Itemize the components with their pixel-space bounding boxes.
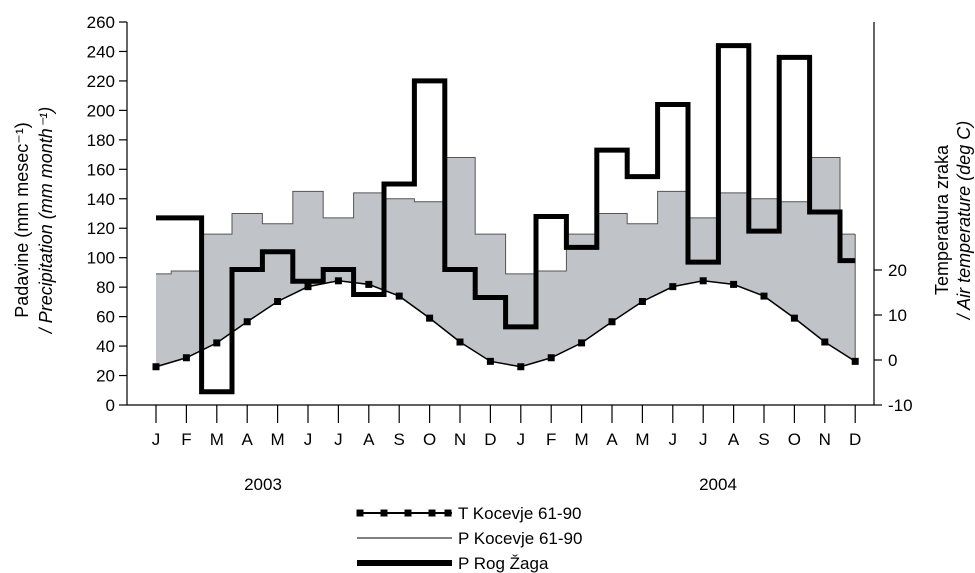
x-tick-label: D: [484, 430, 496, 449]
series-t-kocevje-point: [182, 354, 190, 362]
series-t-kocevje-point: [334, 277, 342, 285]
x-tick-label: O: [788, 430, 801, 449]
series-t-kocevje-point: [152, 363, 160, 371]
series-t-kocevje-point: [213, 339, 221, 347]
legend-marker-point: [444, 509, 452, 517]
x-tick-label: S: [394, 430, 405, 449]
x-tick-label: J: [669, 430, 678, 449]
y-left-axis-title-en: / Precipitation (mm month⁻¹): [36, 107, 56, 336]
series-t-kocevje-point: [456, 338, 464, 346]
y-right-tick-label: -10: [888, 396, 913, 415]
series-t-kocevje-point: [851, 357, 859, 365]
y-left-tick-label: 200: [87, 101, 115, 120]
x-tick-label: A: [242, 430, 254, 449]
y-right-tick-label: 10: [888, 306, 907, 325]
x-tick-label: M: [635, 430, 649, 449]
series-t-kocevje-point: [760, 292, 768, 300]
series-t-kocevje-point: [547, 354, 555, 362]
legend-marker-point: [356, 509, 364, 517]
x-tick-label: F: [546, 430, 556, 449]
x-tick-label: M: [271, 430, 285, 449]
x-tick-label: D: [849, 430, 861, 449]
x-tick-label: A: [363, 430, 375, 449]
x-tick-label: F: [181, 430, 191, 449]
x-tick-label: J: [334, 430, 343, 449]
legend: T Kocevje 61-90 P Kocevje 61-90 P Rog Ža…: [356, 504, 582, 573]
y-right-axis-title: Temperatura zraka: [932, 144, 952, 295]
series-t-kocevje-line: [155, 280, 856, 368]
axes-layer: [119, 21, 882, 423]
y-left-tick-label: 160: [87, 160, 115, 179]
y-right-axis-title-en: / Air temperature (deg C): [954, 121, 974, 321]
series-t-kocevje-point: [517, 363, 525, 371]
x-tick-label: M: [210, 430, 224, 449]
series-t-kocevje-point: [426, 314, 434, 322]
series-t-kocevje-point: [578, 339, 586, 347]
y-left-tick-label: 140: [87, 190, 115, 209]
x-tick-label: J: [699, 430, 708, 449]
series-t-kocevje-point: [821, 338, 829, 346]
y-left-tick-label: 260: [87, 13, 115, 32]
year-label-2004: 2004: [699, 475, 737, 494]
legend-label-p-kocevje: P Kocevje 61-90: [458, 529, 582, 548]
x-tick-label: S: [758, 430, 769, 449]
x-tick-label: J: [517, 430, 526, 449]
legend-marker-point: [428, 509, 436, 517]
y-right-tick-label: 0: [888, 351, 897, 370]
x-tick-label: N: [819, 430, 831, 449]
y-right-tick-label: 20: [888, 261, 907, 280]
series-t-kocevje-point: [730, 280, 738, 288]
labels-layer: Padavine (mm mesec⁻¹) / Precipitation (m…: [12, 13, 974, 494]
y-left-tick-label: 100: [87, 249, 115, 268]
series-t-kocevje-point: [638, 298, 646, 305]
y-left-tick-label: 240: [87, 42, 115, 61]
x-tick-label: O: [423, 430, 436, 449]
legend-marker-point: [380, 509, 388, 517]
y-left-tick-label: 120: [87, 219, 115, 238]
series-t-kocevje-point: [699, 277, 707, 285]
x-tick-label: M: [575, 430, 589, 449]
y-left-tick-label: 180: [87, 131, 115, 150]
x-tick-label: N: [454, 430, 466, 449]
series-t-kocevje-point: [669, 283, 677, 291]
y-left-tick-label: 60: [96, 308, 115, 327]
legend-marker-point: [404, 509, 412, 517]
series-t-kocevje-point: [274, 298, 282, 305]
series-t-kocevje-point: [486, 357, 494, 365]
series-t-kocevje-point: [365, 280, 373, 288]
legend-label-p-rog-zaga: P Rog Žaga: [458, 554, 549, 573]
series-t-kocevje-point: [790, 314, 798, 322]
series-t-kocevje-point: [243, 318, 251, 326]
y-left-tick-label: 20: [96, 367, 115, 386]
y-left-axis-title: Padavine (mm mesec⁻¹): [12, 122, 32, 318]
series-t-kocevje-point: [395, 292, 403, 300]
year-label-2003: 2003: [244, 475, 282, 494]
series-t-kocevje-point: [304, 283, 312, 291]
y-left-tick-label: 80: [96, 278, 115, 297]
series-p-rog-zaga-line: [156, 43, 856, 395]
legend-label-t-kocevje: T Kocevje 61-90: [458, 504, 581, 523]
x-tick-label: J: [152, 430, 161, 449]
x-tick-label: A: [728, 430, 740, 449]
x-tick-label: J: [304, 430, 313, 449]
series-layer: [152, 43, 859, 395]
y-left-tick-label: 0: [106, 396, 115, 415]
x-tick-label: A: [606, 430, 618, 449]
series-t-kocevje-point: [608, 318, 616, 326]
y-left-tick-label: 220: [87, 72, 115, 91]
y-left-tick-label: 40: [96, 337, 115, 356]
